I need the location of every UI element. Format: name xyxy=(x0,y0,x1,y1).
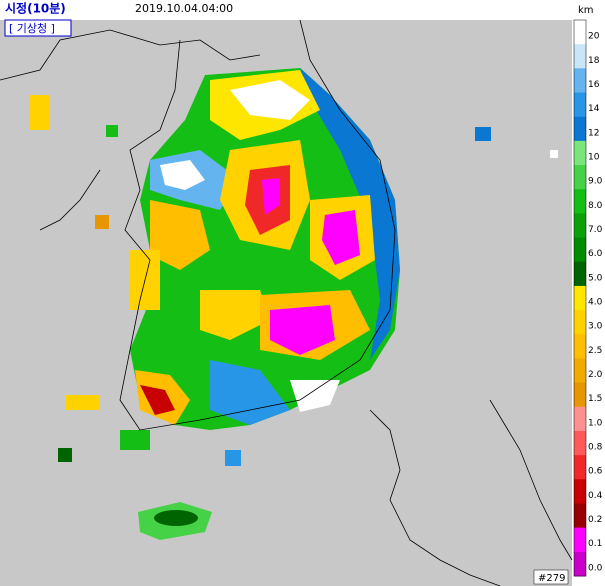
legend-swatch xyxy=(574,382,586,408)
legend-label: 16 xyxy=(588,80,600,90)
legend-label: 2.5 xyxy=(588,346,602,356)
legend-swatch xyxy=(574,92,586,118)
legend-label: 14 xyxy=(588,104,600,114)
legend-label: 0.2 xyxy=(588,515,602,525)
legend-label: 0.0 xyxy=(588,563,603,573)
legend-swatch xyxy=(574,140,586,166)
legend-label: 1.5 xyxy=(588,394,602,404)
legend-swatch xyxy=(574,285,586,311)
legend-unit: km xyxy=(578,5,594,16)
legend-label: 12 xyxy=(588,128,599,138)
legend-swatch xyxy=(574,310,586,335)
legend-swatch xyxy=(574,261,586,287)
legend-label: 18 xyxy=(588,56,600,66)
legend-label: 0.8 xyxy=(588,443,603,453)
map-title: 시정(10분) xyxy=(5,1,66,16)
legend-swatch xyxy=(574,116,586,142)
map-id: #279 xyxy=(538,573,565,584)
legend-swatch xyxy=(574,20,586,45)
legend-swatch xyxy=(574,358,586,384)
legend-swatch xyxy=(574,527,586,553)
legend-swatch xyxy=(574,189,586,214)
legend-swatch xyxy=(574,503,586,529)
legend-label: 20 xyxy=(588,32,600,42)
legend-label: 6.0 xyxy=(588,249,603,259)
legend-label: 0.1 xyxy=(588,539,602,549)
legend-label: 2.0 xyxy=(588,370,603,380)
legend-swatch xyxy=(574,551,586,577)
source-box xyxy=(4,19,72,37)
legend-label: 1.0 xyxy=(588,418,603,428)
legend: 20 18 16 14 12 10 9.0 8.0 7.0 6.0 5.0 4.0 3.0 2.5 2.0 1… xyxy=(573,19,603,577)
legend-label: 9.0 xyxy=(588,177,603,187)
land-data xyxy=(30,68,558,540)
legend-label: 8.0 xyxy=(588,201,603,211)
legend-swatch xyxy=(574,406,586,432)
legend-label: 7.0 xyxy=(588,225,603,235)
legend-swatch xyxy=(574,213,586,239)
map-datetime: 2019.10.04.04:00 xyxy=(135,2,233,15)
legend-label: 10 xyxy=(588,152,600,162)
legend-swatch xyxy=(574,237,586,263)
legend-swatch xyxy=(574,165,586,190)
legend-label: 3.0 xyxy=(588,322,603,332)
legend-label: 0.4 xyxy=(588,491,603,501)
legend-label: 5.0 xyxy=(588,273,603,283)
legend-swatch xyxy=(574,68,586,94)
legend-swatch xyxy=(574,44,586,69)
legend-swatch xyxy=(574,430,586,456)
coastlines xyxy=(0,19,573,586)
legend-swatch xyxy=(574,479,586,504)
id-box xyxy=(533,569,569,585)
legend-border xyxy=(573,19,587,577)
legend-label: 4.0 xyxy=(588,298,603,308)
source-label: [ 기상청 ] xyxy=(9,22,55,35)
legend-swatch xyxy=(574,455,586,480)
legend-swatch xyxy=(574,334,586,359)
legend-label: 0.6 xyxy=(588,467,603,477)
